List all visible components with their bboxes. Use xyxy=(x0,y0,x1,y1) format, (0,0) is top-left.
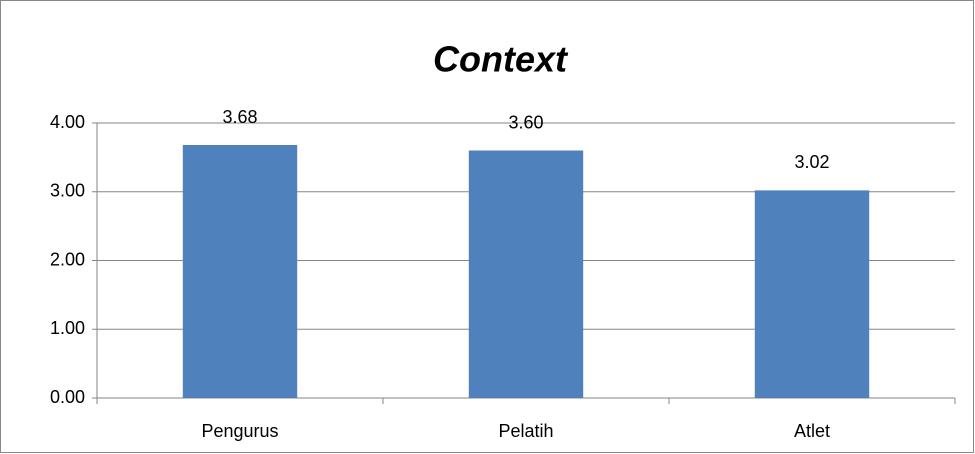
bar xyxy=(182,145,298,398)
y-tick-label: 4.00 xyxy=(50,112,85,132)
y-tick-label: 1.00 xyxy=(50,318,85,338)
bar xyxy=(754,190,870,398)
chart-title: Context xyxy=(433,39,569,80)
x-tick-label: Pengurus xyxy=(201,421,278,441)
y-tick-label: 0.00 xyxy=(50,387,85,407)
y-tick-label: 3.00 xyxy=(50,181,85,201)
y-tick-label: 2.00 xyxy=(50,249,85,269)
data-label: 3.02 xyxy=(794,152,829,172)
data-label: 3.60 xyxy=(508,112,543,132)
x-tick-label: Pelatih xyxy=(498,421,553,441)
data-label: 3.68 xyxy=(222,107,257,127)
bar xyxy=(468,150,584,398)
x-tick-label: Atlet xyxy=(794,421,830,441)
